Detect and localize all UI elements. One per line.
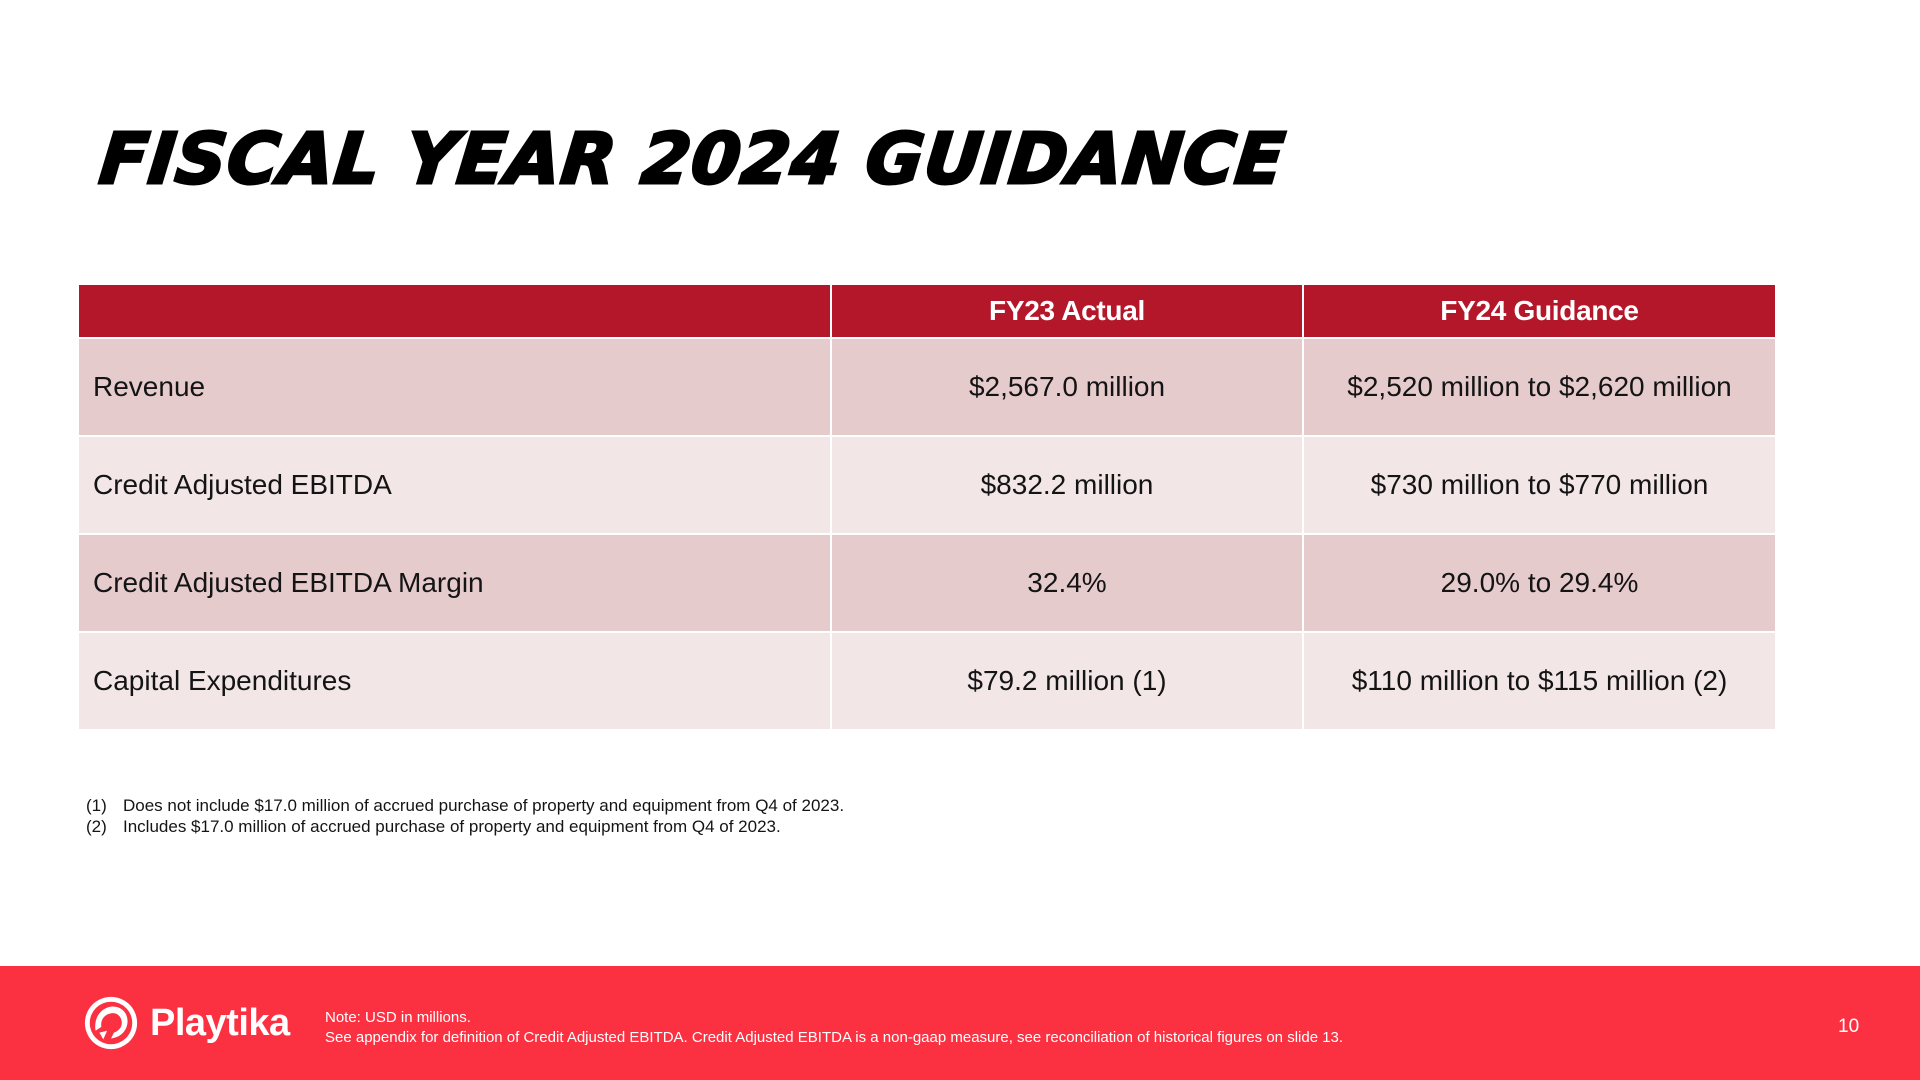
guidance-table: FY23 Actual FY24 Guidance Revenue $2,567… [77, 283, 1777, 731]
table-row: Revenue $2,567.0 million $2,520 million … [77, 337, 1777, 437]
column-header-fy24-guidance: FY24 Guidance [1302, 283, 1777, 339]
footer-bar: Playtika Note: USD in millions. See appe… [0, 966, 1920, 1080]
fy23-value: 32.4% [830, 533, 1304, 633]
table-row: Credit Adjusted EBITDA $832.2 million $7… [77, 435, 1777, 535]
footnote-marker: (2) [86, 817, 107, 836]
fy24-value: $110 million to $115 million (2) [1302, 631, 1777, 731]
footer-note-definition: See appendix for definition of Credit Ad… [325, 1029, 1344, 1046]
column-header-fy23-actual: FY23 Actual [830, 283, 1304, 339]
fy24-value: 29.0% to 29.4% [1302, 533, 1777, 633]
row-label: Credit Adjusted EBITDA [77, 435, 832, 535]
cheetah-icon [84, 996, 138, 1050]
row-label: Revenue [77, 337, 832, 437]
fy24-value: $2,520 million to $2,620 million [1302, 337, 1777, 437]
footnotes: (1) Does not include $17.0 million of ac… [86, 795, 844, 837]
footer-notes: Note: USD in millions. See appendix for … [325, 1008, 1343, 1048]
playtika-logo: Playtika [82, 995, 290, 1051]
footnote-text: Does not include $17.0 million of accrue… [123, 796, 845, 815]
table-header-row: FY23 Actual FY24 Guidance [77, 283, 1777, 339]
footnote-text: Includes $17.0 million of accrued purcha… [123, 817, 781, 836]
fy24-value: $730 million to $770 million [1302, 435, 1777, 535]
fy23-value: $832.2 million [830, 435, 1304, 535]
footer-note-units: Note: USD in millions. [325, 1009, 471, 1026]
fy23-value: $2,567.0 million [830, 337, 1304, 437]
row-label: Credit Adjusted EBITDA Margin [77, 533, 832, 633]
footnote-1: (1) Does not include $17.0 million of ac… [86, 795, 844, 816]
fy23-value: $79.2 million (1) [830, 631, 1304, 731]
footnote-2: (2) Includes $17.0 million of accrued pu… [86, 816, 844, 837]
column-header-metric [77, 283, 832, 339]
logo-wordmark: Playtika [150, 1001, 290, 1044]
table-row: Capital Expenditures $79.2 million (1) $… [77, 631, 1777, 731]
page-title: FISCAL YEAR 2024 GUIDANCE [95, 117, 1291, 202]
page-number: 10 [1838, 1016, 1860, 1037]
row-label: Capital Expenditures [77, 631, 832, 731]
table-row: Credit Adjusted EBITDA Margin 32.4% 29.0… [77, 533, 1777, 633]
footnote-marker: (1) [86, 796, 107, 815]
